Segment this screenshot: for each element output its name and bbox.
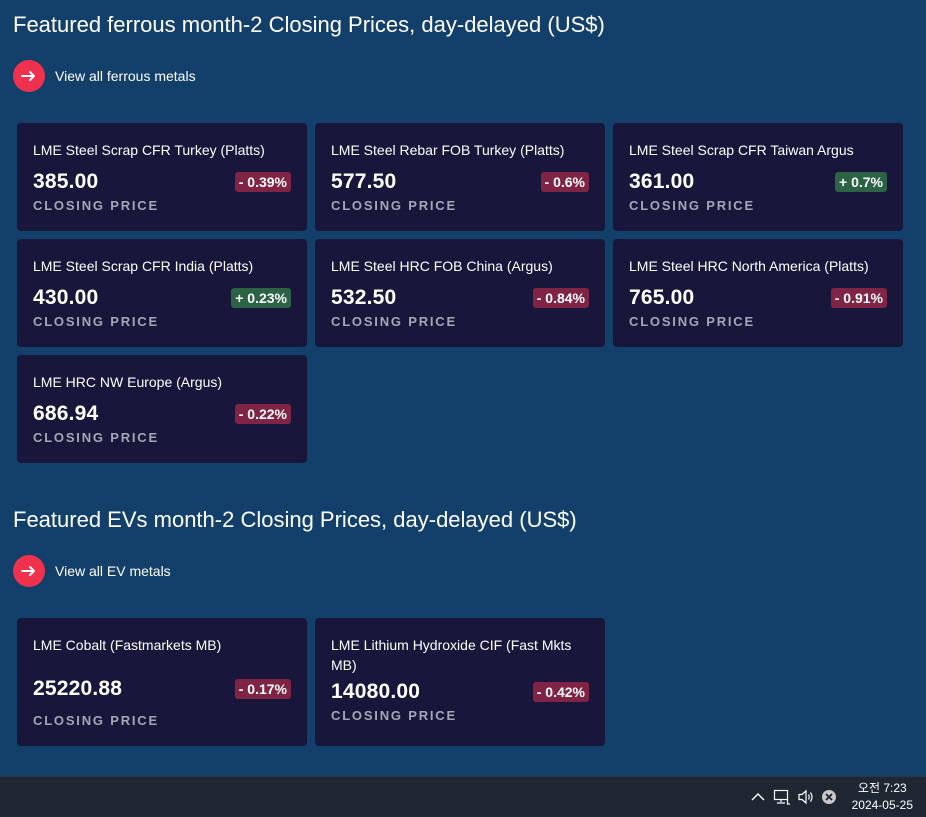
card-metal-name: LME Steel Scrap CFR India (Platts) [33, 258, 254, 274]
card-price: 765.00 [629, 286, 695, 309]
price-card-hrc-nw-europe[interactable]: LME HRC NW Europe (Argus) 686.94 - 0.22%… [17, 355, 307, 463]
change-badge: - 0.91% [830, 288, 887, 308]
volume-icon[interactable] [797, 788, 815, 806]
ferrous-section-title: Featured ferrous month-2 Closing Prices,… [13, 12, 605, 37]
card-metal-name: LME Steel HRC FOB China (Argus) [331, 258, 553, 274]
price-card-steel-hrc-china[interactable]: LME Steel HRC FOB China (Argus) 532.50 -… [315, 239, 605, 347]
card-caption: CLOSING PRICE [33, 314, 159, 329]
arrow-right-icon [13, 555, 45, 587]
view-all-ev-link[interactable]: View all EV metals [13, 555, 171, 587]
card-metal-name: LME HRC NW Europe (Argus) [33, 374, 223, 390]
view-all-ferrous-label: View all ferrous metals [55, 68, 196, 84]
taskbar: 오전 7:23 2024-05-25 [0, 776, 926, 817]
price-card-steel-scrap-turkey[interactable]: LME Steel Scrap CFR Turkey (Platts) 385.… [17, 123, 307, 231]
card-caption: CLOSING PRICE [33, 198, 159, 213]
price-card-steel-rebar-turkey[interactable]: LME Steel Rebar FOB Turkey (Platts) 577.… [315, 123, 605, 231]
card-price: 577.50 [331, 170, 397, 193]
chevron-up-icon[interactable] [749, 788, 767, 806]
price-card-cobalt[interactable]: LME Cobalt (Fastmarkets MB) 25220.88 - 0… [17, 618, 307, 746]
card-metal-name: LME Steel Scrap CFR Taiwan Argus [629, 142, 854, 158]
change-badge: - 0.39% [234, 172, 291, 192]
change-badge: + 0.7% [835, 172, 887, 192]
close-circle-icon[interactable] [820, 788, 838, 806]
card-metal-name: LME Steel Scrap CFR Turkey (Platts) [33, 142, 265, 158]
card-caption: CLOSING PRICE [33, 430, 159, 445]
card-caption: CLOSING PRICE [629, 314, 755, 329]
card-metal-name: LME Steel HRC North America (Platts) [629, 258, 869, 274]
view-all-ev-label: View all EV metals [55, 563, 171, 579]
change-badge: - 0.84% [532, 288, 589, 308]
card-caption: CLOSING PRICE [331, 198, 457, 213]
card-caption: CLOSING PRICE [331, 708, 457, 723]
change-badge: + 0.23% [231, 288, 291, 308]
card-price: 361.00 [629, 170, 695, 193]
price-card-steel-scrap-india[interactable]: LME Steel Scrap CFR India (Platts) 430.0… [17, 239, 307, 347]
network-icon[interactable] [773, 788, 791, 806]
card-price: 430.00 [33, 286, 99, 309]
card-caption: CLOSING PRICE [629, 198, 755, 213]
change-badge: - 0.22% [234, 404, 291, 424]
card-price: 385.00 [33, 170, 99, 193]
card-caption: CLOSING PRICE [33, 713, 159, 728]
change-badge: - 0.42% [532, 682, 589, 702]
card-price: 14080.00 [331, 680, 421, 703]
arrow-right-icon [13, 60, 45, 92]
card-caption: CLOSING PRICE [331, 314, 457, 329]
card-metal-name: LME Cobalt (Fastmarkets MB) [33, 637, 222, 653]
card-price: 686.94 [33, 402, 99, 425]
price-card-steel-scrap-taiwan[interactable]: LME Steel Scrap CFR Taiwan Argus 361.00 … [613, 123, 903, 231]
card-metal-name: LME Steel Rebar FOB Turkey (Platts) [331, 142, 565, 158]
clock-time: 오전 7:23 [857, 781, 907, 795]
card-price: 25220.88 [33, 677, 123, 700]
view-all-ferrous-link[interactable]: View all ferrous metals [13, 60, 196, 92]
ev-section-title: Featured EVs month-2 Closing Prices, day… [13, 507, 577, 532]
change-badge: - 0.6% [540, 172, 589, 192]
change-badge: - 0.17% [234, 679, 291, 699]
price-card-lithium-hydroxide[interactable]: LME Lithium Hydroxide CIF (Fast Mkts MB)… [315, 618, 605, 746]
card-price: 532.50 [331, 286, 397, 309]
card-metal-name: LME Lithium Hydroxide CIF (Fast Mkts MB) [331, 637, 572, 673]
price-card-steel-hrc-north-america[interactable]: LME Steel HRC North America (Platts) 765… [613, 239, 903, 347]
clock-date: 2024-05-25 [851, 798, 913, 812]
system-clock[interactable]: 오전 7:23 2024-05-25 [852, 780, 913, 814]
